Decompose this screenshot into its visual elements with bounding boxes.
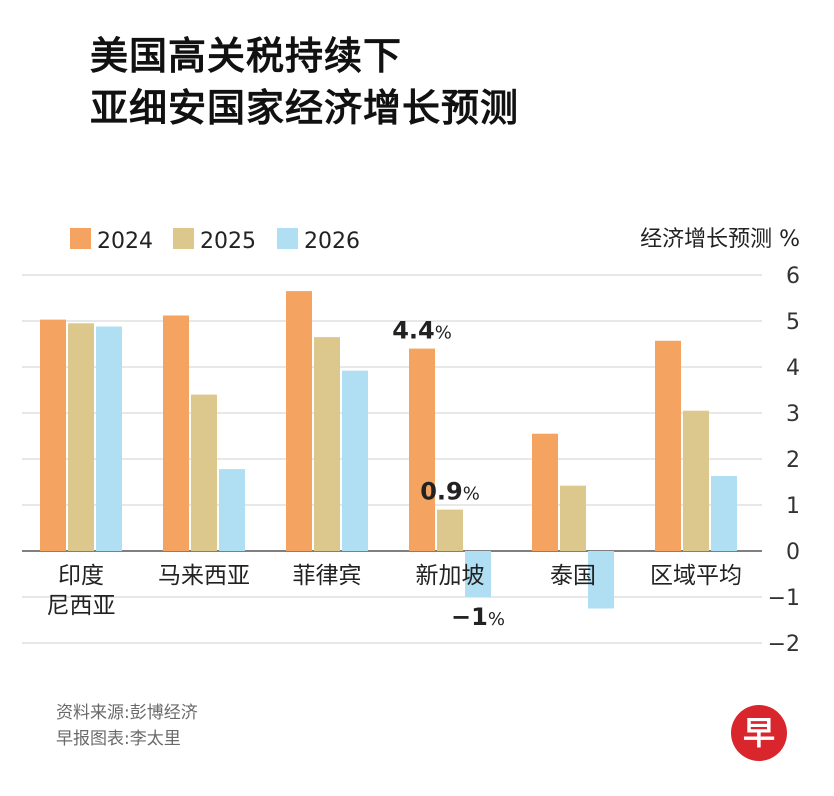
bar-2026 xyxy=(219,469,245,551)
source-note: 资料来源:彭博经济 xyxy=(56,703,198,723)
y-tick-label: 5 xyxy=(786,310,800,335)
y-axis-label: 经济增长预测 % xyxy=(640,227,800,252)
bar-2025 xyxy=(68,323,94,551)
bar-2026 xyxy=(342,370,368,551)
bar-2026 xyxy=(588,551,614,609)
bar-2025 xyxy=(437,509,463,551)
y-tick-label: 0 xyxy=(786,540,800,565)
bar-2024 xyxy=(40,319,66,551)
y-tick-label: 4 xyxy=(786,356,800,381)
bar-2025 xyxy=(314,337,340,551)
y-tick-label: 6 xyxy=(786,264,800,289)
legend-swatch xyxy=(277,228,298,249)
legend-swatch xyxy=(173,228,194,249)
y-tick-label: −1 xyxy=(768,586,800,611)
bar-2025 xyxy=(191,394,217,551)
y-tick-label: 3 xyxy=(786,402,800,427)
bar-2024 xyxy=(655,340,681,551)
y-tick-label: −2 xyxy=(768,632,800,657)
category-label: 马来西亚 xyxy=(158,563,250,589)
bar-2026 xyxy=(465,551,491,597)
bar-2025 xyxy=(683,410,709,551)
category-label: 印度尼西亚 xyxy=(47,563,116,619)
chart-title: 美国高关税持续下 亚细安国家经济增长预测 xyxy=(90,30,519,134)
category-label: 新加坡 xyxy=(416,563,485,589)
bar-2026 xyxy=(711,476,737,551)
footer: 资料来源:彭博经济 早报图表:李太里 xyxy=(56,700,198,752)
legend-label: 2024 xyxy=(97,229,153,254)
legend-label: 2025 xyxy=(200,229,256,254)
bar-2024 xyxy=(163,315,189,551)
data-label: 4.4% xyxy=(392,317,452,345)
data-label: 0.9% xyxy=(420,478,480,506)
category-label: 菲律宾 xyxy=(293,563,362,589)
y-tick-label: 1 xyxy=(786,494,800,519)
category-label: 泰国 xyxy=(550,563,596,589)
bar-2026 xyxy=(96,326,122,551)
category-label: 区域平均 xyxy=(650,563,742,589)
data-label: −1% xyxy=(451,603,505,631)
y-tick-label: 2 xyxy=(786,448,800,473)
legend-swatch xyxy=(70,228,91,249)
zaobao-logo: 早 xyxy=(731,705,787,761)
title-line-1: 美国高关税持续下 xyxy=(90,34,403,78)
credit-note: 早报图表:李太里 xyxy=(56,729,181,749)
bar-2025 xyxy=(560,485,586,551)
bar-2024 xyxy=(286,291,312,551)
bar-2024 xyxy=(532,433,558,551)
bar-2024 xyxy=(409,348,435,551)
title-line-2: 亚细安国家经济增长预测 xyxy=(90,86,520,130)
legend-label: 2026 xyxy=(304,229,360,254)
